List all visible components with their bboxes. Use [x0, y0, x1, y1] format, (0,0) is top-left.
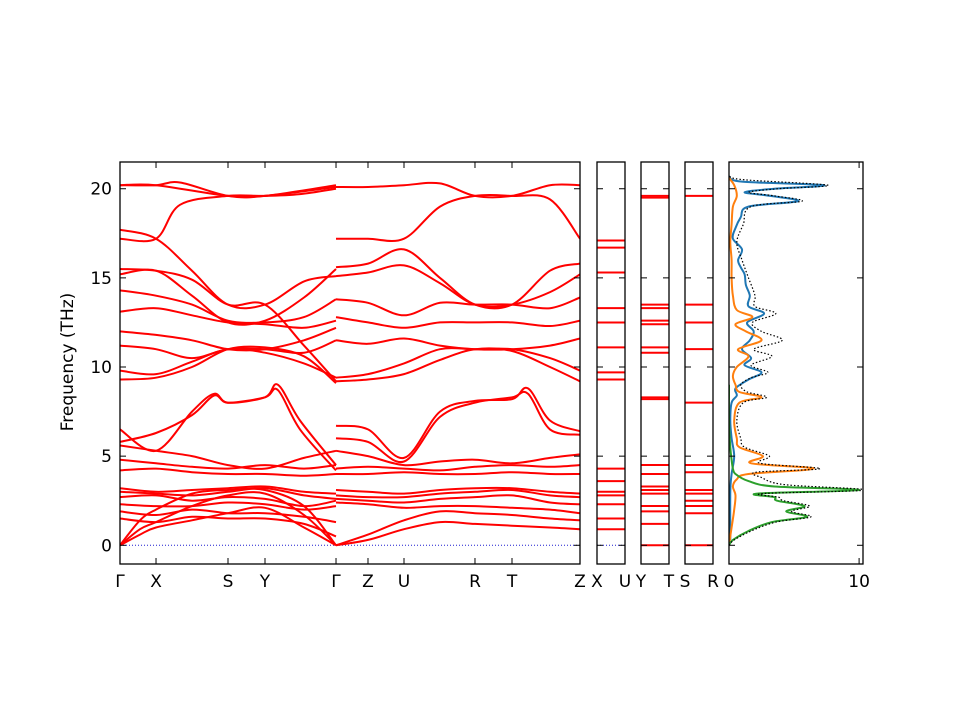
- panel-frame: [596, 161, 626, 565]
- y-tick-label: 20: [90, 180, 112, 200]
- phonon-band-7: [120, 268, 337, 382]
- panel-frame: [640, 161, 670, 565]
- y-tick-label: 10: [90, 358, 112, 378]
- phonon-bands: [685, 194, 713, 547]
- k-point-label: X: [591, 572, 603, 592]
- k-point-label: T: [506, 572, 518, 592]
- dos-series-2: [729, 177, 815, 546]
- phonon-band-11: [120, 326, 337, 352]
- phonon-band-31: [335, 471, 580, 476]
- phonon-band-46: [335, 520, 580, 547]
- phonon-band-33: [120, 487, 337, 500]
- k-point-label: Y: [635, 572, 647, 592]
- dos-curves: [729, 175, 863, 546]
- phonon-bands: [597, 239, 625, 531]
- k-point-label: S: [680, 572, 691, 592]
- phonon-band-45: [335, 510, 580, 547]
- k-point-label: R: [469, 572, 481, 592]
- y-tick-label: 0: [101, 536, 112, 556]
- phonon-band-27: [335, 386, 580, 459]
- phonon-band-18: [335, 316, 580, 329]
- phonon-band-16: [335, 264, 580, 308]
- phonon-bands: [641, 194, 669, 547]
- k-point-label: Z: [574, 572, 586, 592]
- phonon-band-14: [120, 345, 337, 384]
- phonon-band-3: [120, 187, 337, 243]
- phonon-band-17: [335, 296, 580, 317]
- phonon-band-42: [335, 488, 580, 499]
- phonon-band-25: [120, 458, 337, 470]
- phonon-band-9: [120, 289, 337, 324]
- phonon-band-43: [335, 494, 580, 506]
- phonon-band-38: [120, 487, 337, 546]
- k-point-label: Γ: [331, 572, 341, 592]
- k-point-label: U: [619, 572, 631, 592]
- dos-panel: 0 10: [724, 161, 870, 592]
- band-panel-1: Γ X S Y Γ Z U R T Z 0 5 10 15 20: [90, 161, 586, 592]
- k-point-label: Z: [362, 572, 374, 592]
- phonon-band-6: [120, 228, 337, 310]
- k-point-label: T: [663, 572, 675, 592]
- phonon-band-32: [120, 485, 337, 495]
- phonon-band-44: [335, 501, 580, 515]
- phonon-band-26: [120, 467, 337, 477]
- k-point-label: U: [398, 572, 410, 592]
- y-tick-label: 5: [101, 447, 112, 467]
- phonon-band-28: [335, 390, 580, 464]
- dos-series-3: [729, 384, 861, 546]
- dos-x-tick-label: 10: [848, 572, 870, 592]
- phonon-band-24: [120, 444, 337, 470]
- phonon-band-22: [120, 383, 337, 466]
- k-point-label: S: [223, 572, 234, 592]
- k-point-label: Γ: [115, 572, 125, 592]
- phonon-band-10: [120, 307, 337, 329]
- dos-frame: [728, 161, 864, 565]
- phonon-bands: [120, 181, 580, 547]
- phonon-band-41: [335, 486, 580, 495]
- phonon-band-30: [335, 464, 580, 472]
- phonon-band-35: [120, 501, 337, 511]
- phonon-band-23: [120, 387, 337, 472]
- phonon-band-4: [335, 181, 580, 199]
- phonon-band-40: [120, 506, 337, 547]
- panel-frame: [119, 161, 581, 565]
- phonon-band-21: [335, 347, 580, 383]
- phonon-band-15: [335, 248, 580, 310]
- phonon-band-29: [335, 449, 580, 467]
- phonon-band-34: [120, 494, 337, 508]
- y-axis-title: Frequency (THz): [58, 293, 78, 432]
- dos-series-1: [729, 175, 826, 540]
- k-point-label: X: [150, 572, 162, 592]
- k-point-label: R: [707, 572, 719, 592]
- dos-x-tick-label: 0: [724, 572, 735, 592]
- k-point-label: Y: [259, 572, 271, 592]
- phonon-band-39: [120, 491, 337, 547]
- panel-frame: [684, 161, 714, 565]
- y-tick-label: 15: [90, 269, 112, 289]
- dos-series-4: [729, 175, 863, 546]
- phonon-band-20: [335, 347, 580, 379]
- phonon-band-5: [335, 193, 580, 243]
